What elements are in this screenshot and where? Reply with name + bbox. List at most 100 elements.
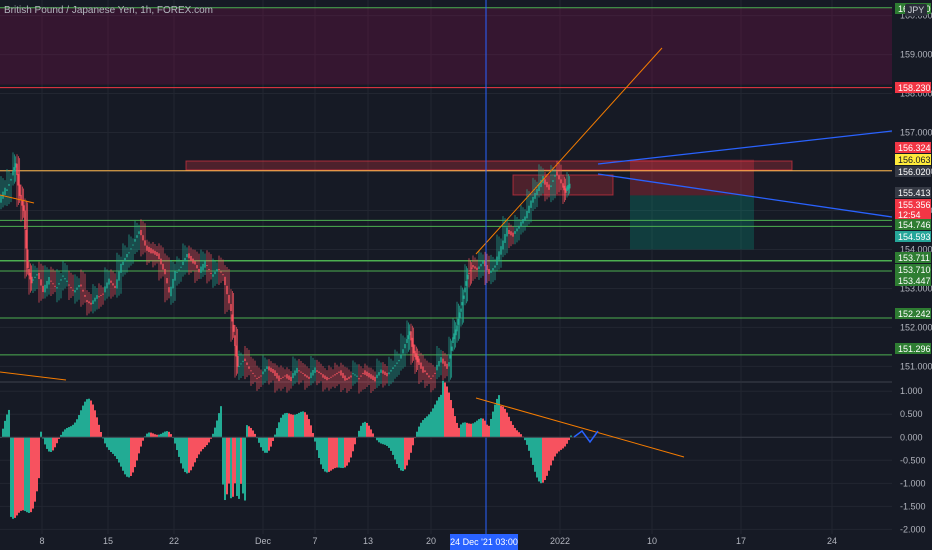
oscillator-pane [0,380,892,519]
candle-body [469,270,472,272]
candle-body [24,210,26,229]
price-label-bg [895,199,931,219]
candle-body [70,287,72,289]
candle-body [560,179,562,184]
price-label-bg [895,308,931,319]
time-tick: 20 [426,536,436,546]
candle-body [300,371,302,373]
osc-bar [502,406,504,438]
osc-bar [328,437,330,472]
osc-bar [82,405,84,438]
candle-body [22,205,25,211]
crosshair-time-label: 24 Dec '21 03:00 [450,537,518,547]
candle-body [538,183,540,191]
candle-body [235,345,238,357]
candle-body [74,290,76,293]
time-tick: 8 [39,536,44,546]
candle-body [461,302,464,306]
candle-body [188,253,190,259]
osc-bar [482,418,484,438]
candle-body [174,271,176,281]
price-label: 153.447 [898,276,931,286]
candle-body [106,282,108,289]
osc-bar [10,437,12,517]
osc-bar [88,398,90,438]
osc-bar [552,437,554,461]
candle-body [534,192,536,199]
candle-body [510,231,512,236]
time-tick: 17 [736,536,746,546]
candle-body [472,265,474,268]
osc-bar [286,412,288,438]
candle-body [96,295,98,299]
candle-body [412,344,415,354]
candle-body [532,196,534,203]
osc-bar [476,420,478,438]
price-label-bg [895,231,931,242]
osc-bar [466,422,468,438]
osc-bar [498,395,500,438]
candle-body [388,372,390,375]
candle-body [134,239,136,242]
osc-bar [194,437,196,463]
price-label-bg [895,82,931,93]
osc-bar [234,437,236,484]
osc-bar [334,437,336,469]
candle-body [372,375,374,381]
osc-bar [12,437,14,519]
candle-body [76,287,78,290]
candle-body [392,367,394,370]
candle-body [84,294,86,297]
resistance-zone [0,7,892,85]
osc-bar [152,433,154,438]
osc-bar [40,431,42,438]
candle-body [288,375,290,380]
osc-bar [362,422,364,438]
osc-bar [566,437,568,444]
candle-body [488,268,490,274]
candle-body [156,252,158,257]
candle-body [374,376,376,382]
osc-bar [262,437,264,451]
candle-body [482,261,484,264]
osc-bar [534,437,536,472]
currency-badge[interactable]: JPY [905,4,927,16]
candle-body [6,189,8,191]
osc-bar [406,437,408,466]
osc-bar [312,433,314,438]
osc-bar [318,437,320,458]
candle-body [460,308,462,312]
osc-bar [140,437,142,447]
candle-body [118,271,120,281]
candle-body [566,186,568,191]
candle-body [544,179,546,185]
candle-body [428,375,430,378]
osc-bar [98,424,100,438]
candle-body [246,362,248,365]
candle-body [198,268,200,273]
osc-bar [438,397,440,438]
candle-body [180,266,182,268]
candle-body [350,375,352,378]
horizontal-levels [0,7,892,356]
osc-bar [530,437,532,458]
candle-body [352,373,354,375]
osc-bar [496,398,498,438]
osc-bar [330,437,332,471]
candle-body [164,268,166,275]
candle-body [496,256,498,266]
osc-bar [442,380,444,438]
candle-body [234,335,236,346]
osc-bar [358,430,360,438]
zones [0,7,892,250]
candle-body [214,271,216,275]
candle-body [250,370,252,372]
osc-bar [412,437,414,446]
candle-body [218,268,220,270]
candle-body [402,349,404,354]
osc-bar [178,437,180,457]
candle-body [556,171,558,176]
osc-bar [52,437,54,451]
osc-bar [118,437,120,463]
